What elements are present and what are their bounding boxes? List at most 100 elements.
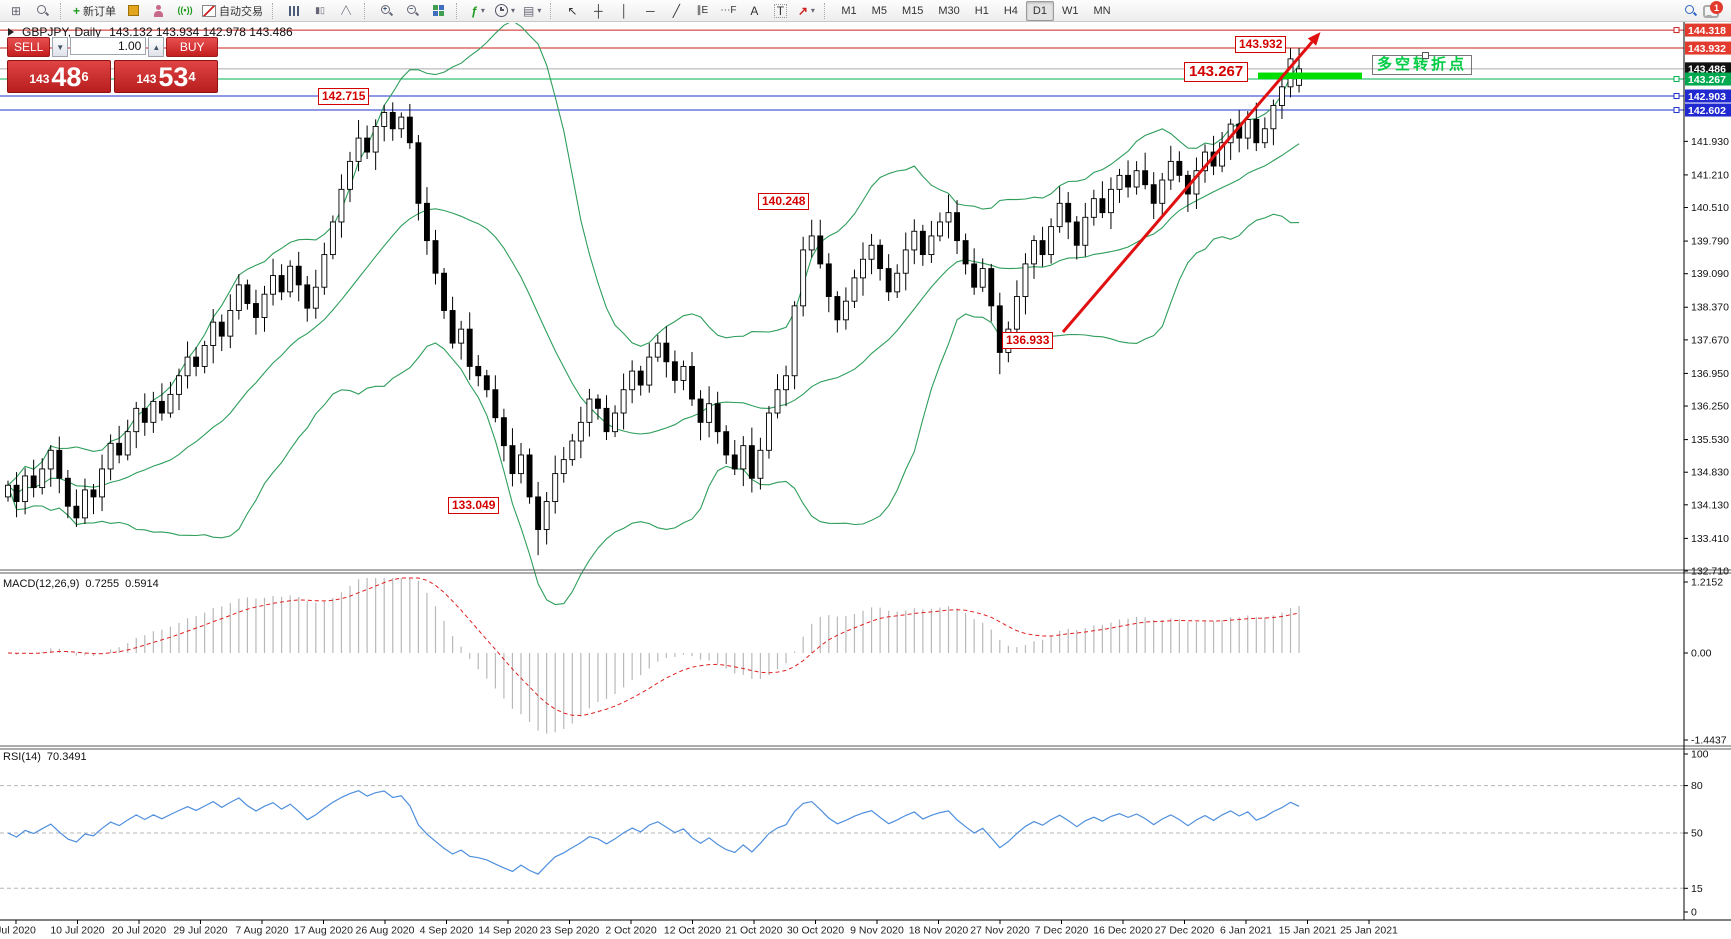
- date-label: 23 Sep 2020: [540, 925, 600, 937]
- date-label: 26 Aug 2020: [356, 925, 415, 937]
- date-label: 20 Jul 2020: [112, 925, 166, 937]
- timeframe-buttons: M1 M5 M15 M30 H1 H4 D1 W1 MN: [834, 0, 1117, 21]
- timeframe-H4[interactable]: H4: [1003, 4, 1018, 17]
- date-label: 14 Sep 2020: [478, 925, 538, 937]
- turning-point-text[interactable]: 多空转折点: [1372, 52, 1473, 75]
- signal-icon[interactable]: ((•)): [177, 5, 193, 15]
- date-label: 9 Nov 2020: [850, 925, 904, 937]
- buy-price-display[interactable]: 143 53 4: [114, 60, 218, 93]
- price-annotation[interactable]: 142.715: [318, 88, 370, 105]
- macd-signal-line: [7, 577, 1300, 717]
- timeframe-H1[interactable]: H1: [974, 4, 989, 17]
- autotrading-icon: [202, 4, 217, 17]
- indicators-icon[interactable]: ƒ ▾: [471, 3, 485, 18]
- svg-text:132.710: 132.710: [1691, 566, 1729, 578]
- fibonacci-icon[interactable]: ⋯F: [720, 4, 737, 16]
- price-annotation[interactable]: 136.933: [1002, 332, 1054, 349]
- rsi-label: RSI(14) 70.3491: [3, 751, 87, 763]
- new-order-icon: +: [73, 3, 81, 18]
- find-symbol-icon[interactable]: [30, 1, 54, 21]
- navigator-icon[interactable]: [147, 1, 171, 21]
- cursor-icon[interactable]: ↖: [567, 3, 578, 18]
- autotrading-button[interactable]: 自动交易: [199, 1, 266, 21]
- svg-text:137.670: 137.670: [1691, 334, 1729, 346]
- volume-increase-button[interactable]: ▲: [148, 37, 165, 57]
- price-level-label: [1685, 89, 1731, 103]
- date-label: 7 Dec 2020: [1035, 925, 1089, 937]
- sell-button[interactable]: SELL: [7, 37, 51, 57]
- svg-text:15: 15: [1691, 883, 1703, 895]
- date-label: 27 Nov 2020: [970, 925, 1030, 937]
- line-anchor-marker: [1673, 107, 1680, 114]
- price-annotation[interactable]: 143.267: [1184, 62, 1249, 82]
- line-anchor-marker: [1673, 76, 1680, 83]
- timeframe-M15[interactable]: M15: [901, 4, 924, 17]
- candlestick-chart-icon[interactable]: ▮▯: [315, 5, 325, 15]
- macd-signal-value: 0.5914: [125, 578, 159, 590]
- timeframe-W1[interactable]: W1: [1061, 4, 1079, 17]
- text-label-icon[interactable]: T: [768, 1, 792, 21]
- svg-text:136.250: 136.250: [1691, 401, 1729, 413]
- macd-label: MACD(12,26,9) 0.7255 0.5914: [3, 578, 159, 590]
- zoom-in-icon[interactable]: +: [374, 1, 398, 21]
- svg-text:134.130: 134.130: [1691, 499, 1729, 511]
- svg-text:139.790: 139.790: [1691, 236, 1729, 248]
- date-label: 15 Jan 2021: [1279, 925, 1337, 937]
- line-chart-icon[interactable]: ╱╲: [341, 5, 351, 15]
- price-level-label: [1685, 72, 1731, 86]
- toolbar-separator: [364, 2, 368, 19]
- candles: [5, 47, 1303, 556]
- buy-button[interactable]: BUY: [166, 37, 219, 57]
- timeframe-D1[interactable]: D1: [1025, 0, 1054, 21]
- sell-price-display[interactable]: 143 48 6: [7, 60, 111, 93]
- timeframe-MN[interactable]: MN: [1093, 4, 1111, 17]
- svg-text:0.00: 0.00: [1691, 648, 1712, 660]
- price-annotation[interactable]: 140.248: [758, 193, 810, 210]
- chart-title: GBPJPY, Daily 143.132 143.934 142.978 14…: [8, 25, 293, 39]
- templates-icon[interactable]: ▤ ▾: [523, 3, 542, 18]
- symbol-period-label: GBPJPY, Daily: [22, 25, 102, 39]
- price-annotation[interactable]: 133.049: [448, 497, 500, 514]
- horizontal-line-icon[interactable]: ─: [646, 3, 655, 18]
- timeframe-M1[interactable]: M1: [841, 4, 857, 17]
- notifications-icon[interactable]: 1: [1703, 1, 1723, 18]
- toolbar-separator: [272, 2, 276, 19]
- timeframe-M5[interactable]: M5: [871, 4, 887, 17]
- ohlc-values: 143.132 143.934 142.978 143.486: [109, 25, 293, 39]
- chart-window-icon[interactable]: ⊞: [10, 3, 22, 18]
- text-icon[interactable]: A: [750, 3, 759, 18]
- thick-support-segment: [1258, 72, 1362, 80]
- toolbar-separator: [824, 2, 828, 19]
- price-level-label: [1685, 62, 1731, 76]
- svg-text:139.090: 139.090: [1691, 268, 1729, 280]
- zoom-out-icon[interactable]: −: [400, 1, 424, 21]
- volume-decrease-button[interactable]: ▼: [52, 37, 69, 57]
- crosshair-icon[interactable]: ┼: [594, 3, 603, 18]
- date-label: 4 Sep 2020: [420, 925, 474, 937]
- rsi-value: 70.3491: [46, 751, 87, 763]
- search-icon[interactable]: [1684, 4, 1697, 17]
- svg-text:141.930: 141.930: [1691, 136, 1729, 148]
- timeframe-M30[interactable]: M30: [938, 4, 960, 17]
- selection-handle[interactable]: [1422, 52, 1429, 59]
- toolbar-separator: [456, 2, 460, 19]
- periods-icon[interactable]: ▾: [492, 1, 518, 21]
- price-level-label: [1685, 103, 1731, 117]
- arrows-icon[interactable]: ↗ ▾: [797, 3, 815, 18]
- svg-text:133.410: 133.410: [1691, 533, 1729, 545]
- equidistant-channel-icon[interactable]: ∥E: [696, 4, 709, 16]
- bar-chart-icon[interactable]: [282, 1, 306, 21]
- market-watch-icon[interactable]: [121, 1, 145, 21]
- trendline-icon[interactable]: ╱: [672, 3, 680, 18]
- line-anchor-marker: [1673, 93, 1680, 100]
- toolbar: ⊞ + 新订单 ((•)) 自动交易 ▮▯ ╱╲ + − ƒ ▾ ▾ ▤ ▾ ↖ ┼…: [0, 0, 1731, 22]
- price-level-label: [1685, 41, 1731, 55]
- volume-input[interactable]: [70, 37, 147, 55]
- new-order-button[interactable]: + 新订单: [73, 3, 117, 18]
- svg-text:80: 80: [1691, 780, 1703, 792]
- vertical-line-icon[interactable]: │: [620, 3, 629, 18]
- tile-windows-icon[interactable]: [426, 1, 450, 21]
- price-annotation[interactable]: 143.932: [1235, 36, 1287, 53]
